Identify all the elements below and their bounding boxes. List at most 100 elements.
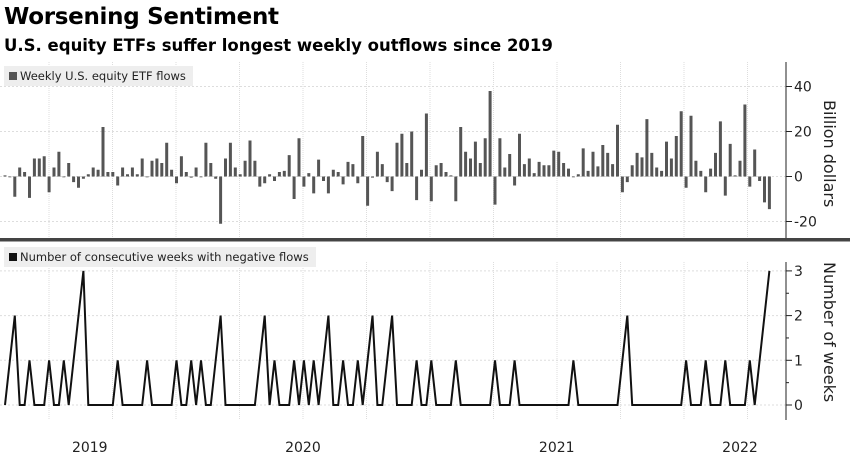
flow-bar	[459, 127, 463, 177]
flow-bar	[317, 159, 321, 177]
flow-bar	[718, 121, 722, 177]
flow-bar	[532, 173, 536, 177]
flow-bar	[165, 142, 169, 177]
flow-bars	[3, 91, 771, 224]
flow-bar	[356, 176, 360, 184]
flow-bar	[454, 176, 458, 202]
flow-bar	[640, 157, 644, 177]
flow-bar	[601, 145, 605, 177]
flow-bar	[679, 111, 683, 177]
flow-bar	[478, 163, 482, 177]
flow-bar	[86, 174, 90, 177]
bottom-y-tick-label: 0	[794, 398, 803, 414]
flow-bar	[449, 175, 453, 177]
flow-bar	[498, 138, 502, 177]
flow-bar	[67, 163, 71, 177]
flow-bar	[238, 174, 242, 177]
flow-bar	[277, 172, 281, 177]
flow-bar	[96, 169, 100, 177]
flow-bar	[336, 172, 340, 177]
flow-bar	[591, 151, 595, 177]
flow-bar	[424, 113, 428, 177]
flow-bar	[410, 131, 414, 177]
flow-bar	[557, 151, 561, 177]
flow-bar	[145, 176, 149, 178]
bottom-y-tick-label: 3	[794, 264, 803, 280]
flow-bar	[665, 141, 668, 177]
flow-bar	[400, 133, 404, 177]
flow-bar	[28, 176, 31, 198]
flow-bar	[420, 169, 423, 177]
flow-bar	[738, 160, 742, 177]
flow-bar	[77, 176, 80, 188]
flow-bar	[121, 167, 125, 177]
flow-bar	[395, 142, 399, 177]
flow-bar	[312, 176, 316, 194]
flow-bar	[375, 151, 379, 177]
top-y-tick-label: 0	[794, 170, 803, 186]
consecutive-weeks-line	[4, 270, 771, 406]
flow-bar	[527, 158, 531, 177]
flow-bar	[767, 176, 771, 210]
top-legend-label: Weekly U.S. equity ETF flows	[20, 69, 186, 83]
x-tick-label: 2019	[72, 440, 108, 456]
bottom-y-tick-label: 1	[794, 353, 803, 369]
flow-bar	[189, 176, 193, 178]
flow-bar	[513, 176, 517, 186]
flow-bar	[351, 164, 355, 177]
flow-bar	[405, 163, 409, 177]
top-y-axis-label: Billion dollars	[820, 100, 839, 207]
flow-bar	[483, 138, 487, 177]
flow-bar	[464, 151, 468, 177]
flow-bar	[753, 149, 757, 177]
flow-bar	[694, 160, 698, 177]
flow-bar	[155, 158, 159, 177]
flow-bar	[326, 176, 330, 194]
flow-bar	[733, 175, 737, 177]
flow-bar	[91, 167, 95, 177]
flow-bar	[586, 170, 590, 177]
flow-bar	[224, 158, 227, 177]
flow-bar	[52, 167, 56, 177]
flow-bar	[179, 156, 183, 177]
flow-bar	[508, 154, 512, 177]
flow-bar	[493, 176, 497, 205]
flow-bar	[101, 127, 105, 177]
flow-bar	[567, 168, 570, 177]
flow-bar	[209, 163, 213, 177]
flow-bar	[728, 143, 732, 177]
top-y-tick-label: 40	[794, 80, 812, 96]
flow-bar	[518, 133, 521, 177]
flow-bar	[444, 172, 448, 177]
legend-swatch	[9, 253, 17, 261]
bottom-legend: Number of consecutive weeks with negativ…	[4, 247, 316, 267]
flow-bar	[488, 91, 492, 177]
flow-bar	[72, 176, 76, 183]
flow-bar	[704, 176, 708, 193]
flow-bar	[204, 142, 208, 177]
flow-bar	[268, 174, 272, 177]
flow-bar	[199, 176, 203, 178]
flow-bar	[150, 160, 154, 177]
flow-bar	[322, 176, 325, 181]
flow-bar	[473, 141, 477, 177]
flow-bar	[287, 155, 291, 177]
flow-bar	[214, 176, 218, 179]
flow-bar	[106, 172, 110, 177]
flow-bar	[576, 174, 580, 177]
bottom-legend-label: Number of consecutive weeks with negativ…	[20, 250, 309, 264]
top-y-tick-label: 20	[794, 125, 812, 141]
flow-bar	[625, 176, 629, 183]
axes: 40 20 0 -20 3 2 1 0 2019 2020 2021 2022	[0, 62, 850, 456]
flow-bar	[645, 119, 649, 177]
legend-swatch	[9, 72, 17, 80]
flow-bar	[116, 176, 120, 186]
flow-bar	[699, 170, 703, 177]
flow-bar	[620, 176, 624, 193]
flow-bar	[57, 151, 61, 177]
flow-bar	[292, 176, 296, 199]
flow-bar	[228, 142, 232, 177]
flow-bar	[660, 170, 664, 177]
flow-bar	[32, 158, 36, 177]
